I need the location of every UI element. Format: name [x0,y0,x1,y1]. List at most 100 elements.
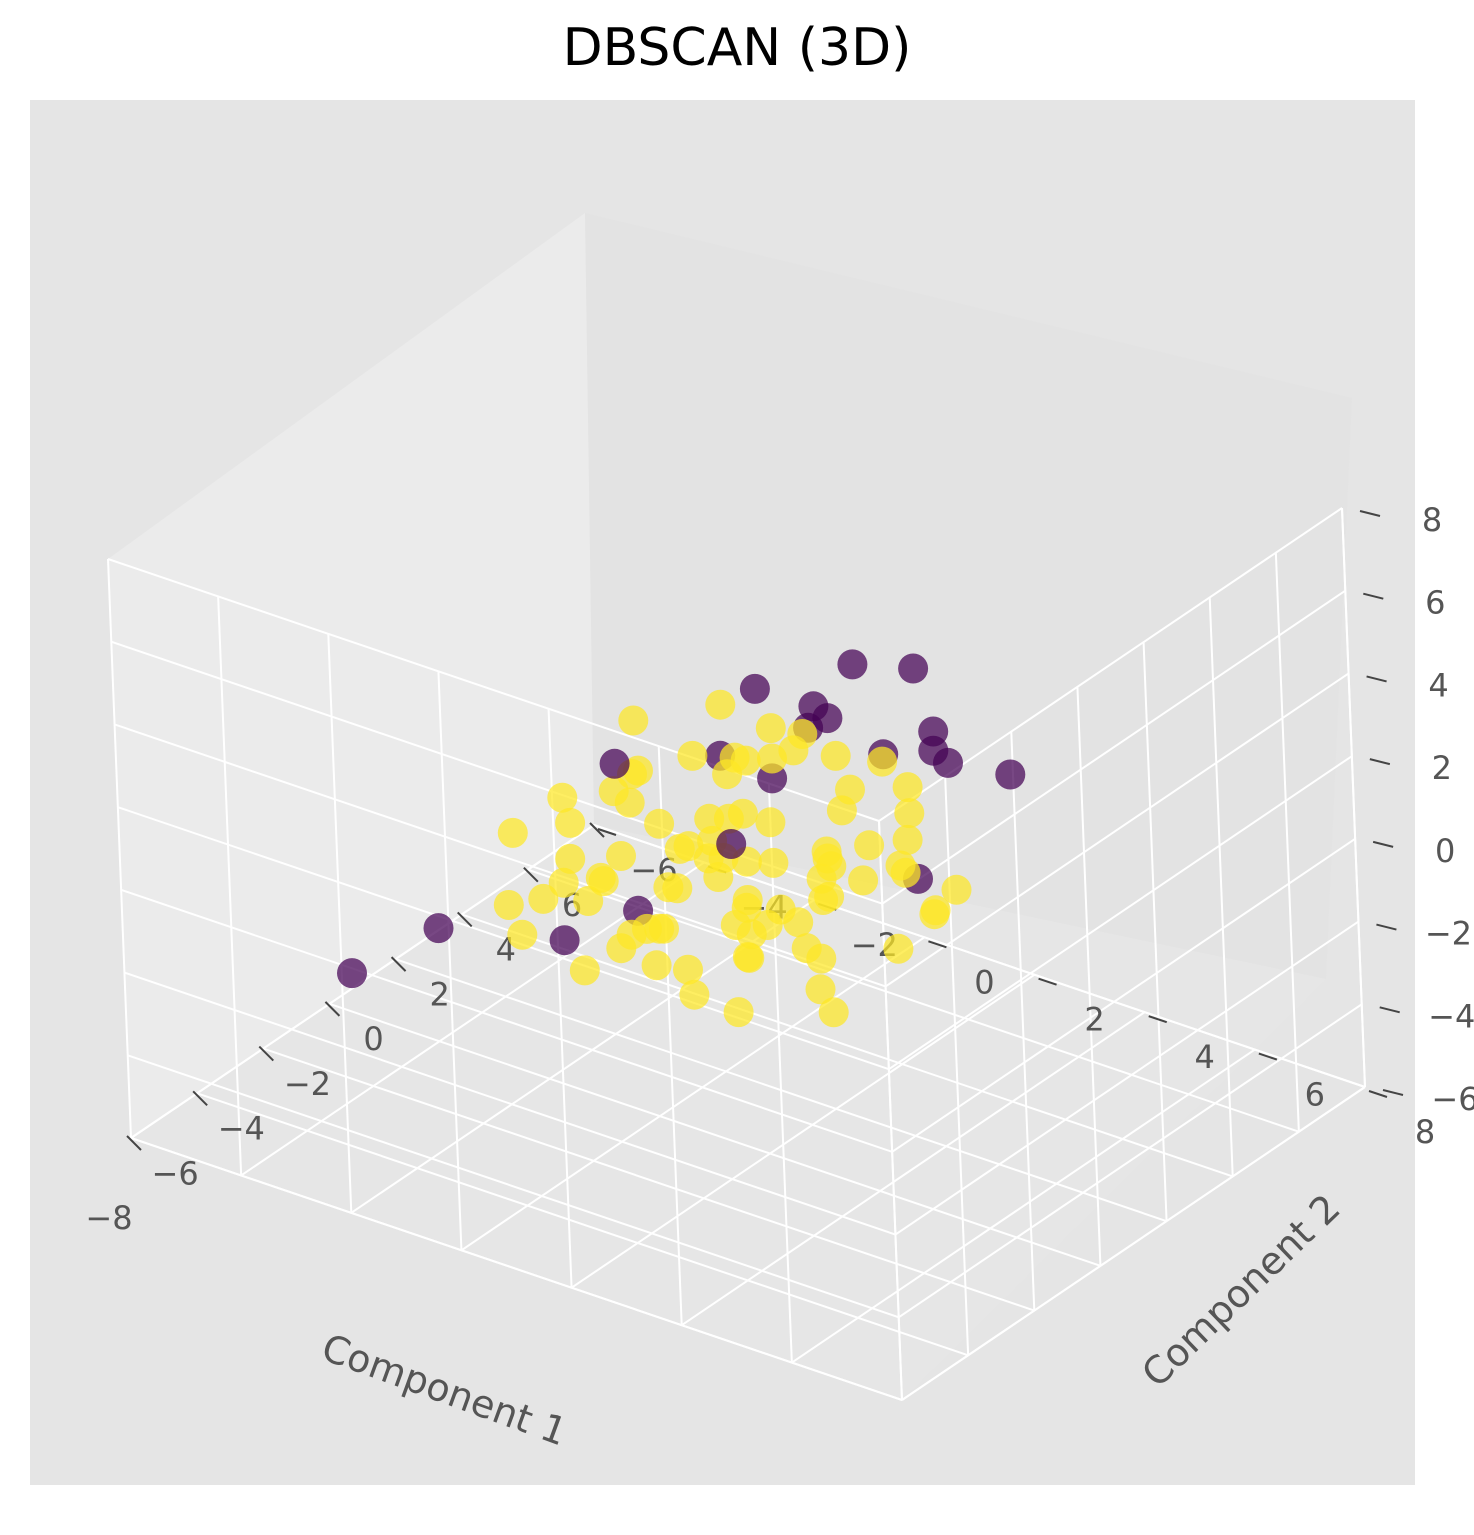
cluster-point [528,883,559,914]
cluster-point [616,919,647,950]
z-tick [1366,675,1387,683]
cluster-point [723,997,754,1028]
grid-line-floor-y [460,936,925,1252]
z-tick [1379,1006,1400,1014]
y-tick [1368,1090,1388,1098]
z-tick [1363,592,1384,600]
grid-line-left-z [127,1054,900,1319]
noise-point [918,716,949,747]
cluster-point [755,713,786,744]
z-tick [1376,923,1397,931]
noise-point [716,829,747,859]
x-tick [126,1135,142,1151]
x-tick [390,956,407,972]
cluster-point [765,894,796,925]
x-tick [523,867,539,883]
cluster-point [555,843,586,874]
cluster-point [497,817,528,848]
cluster-point [814,881,845,912]
cluster-point [679,979,710,1010]
cluster-point [811,836,842,867]
grid-line-back-z [898,1003,1363,1319]
grid-line-back-x [1010,731,1036,1311]
z-tick-label: 0 [1435,832,1455,870]
z-tick-label: 4 [1428,666,1448,704]
grid-line-back-z [885,672,1350,988]
noise-point [739,673,770,704]
cluster-point [867,746,898,777]
y-tick-label: 2 [1084,1001,1104,1039]
grid-line-left-y [878,820,903,1401]
grid-line-floor-y [791,1048,1256,1364]
chart-title: DBSCAN (3D) [562,18,912,78]
floor-pane [131,825,1326,1400]
noise-point [337,958,367,989]
y-tick [1148,1015,1168,1024]
cluster-point [705,689,736,720]
cluster-point [941,874,972,905]
x-tick [192,1090,208,1106]
cluster-point [791,933,822,964]
z-tick [1372,840,1394,848]
x-tick-label: 0 [363,1020,383,1058]
noise-point [837,649,868,680]
noise-point [423,913,454,944]
cluster-point [653,872,684,903]
cluster-point [805,974,836,1005]
y-tick [1258,1052,1278,1061]
z-tick-label: 6 [1425,584,1445,622]
noise-point [549,925,580,956]
x-tick-label: −6 [152,1154,199,1192]
y-tick [928,940,947,949]
cluster-point [548,867,579,898]
y-tick [597,828,617,836]
x-tick [258,1045,274,1062]
cluster-point [555,807,586,838]
cluster-point [894,798,925,829]
x-tick [457,911,473,928]
z-tick-label: −2 [1425,915,1472,953]
cluster-point [649,913,679,944]
cluster-point [835,774,865,805]
cluster-point [507,919,538,950]
z-tick [1369,758,1391,766]
grid-line-back-x [944,776,970,1356]
cluster-point [569,955,600,986]
cluster-point [673,831,704,862]
z-tick-label: 2 [1432,749,1452,787]
cluster-point [547,782,578,813]
grid-line-back-x [1274,552,1300,1132]
grid-line-back-z [891,838,1356,1153]
cluster-point [598,776,629,807]
noise-point [995,759,1026,790]
cluster-point [588,866,619,897]
grid-line-left-z [117,806,890,1071]
grid-line-left-z [124,971,896,1236]
grid-line-floor-x [196,1092,969,1357]
x-tick-label: −8 [85,1199,132,1237]
z-tick [1382,1089,1404,1096]
x-tick-label: 2 [430,975,450,1013]
y-tick-label: 8 [1415,1113,1435,1151]
z-tick [1359,510,1381,517]
y-tick [1038,977,1057,986]
cluster-point [818,997,849,1028]
cluster-point [732,942,763,972]
cluster-point [919,899,950,930]
grid-line-back-z [894,920,1359,1236]
cluster-point [890,857,921,888]
cluster-point [641,950,672,981]
grid-line-left-y [217,596,243,1176]
z-tick-label: 8 [1422,501,1442,539]
cluster-point [854,830,885,861]
grid-line-back-z [901,1086,1366,1401]
cluster-point [892,824,923,855]
cluster-point [848,865,879,896]
cluster-point [758,847,789,878]
x-tick [324,1001,341,1017]
cluster-point [606,841,636,871]
z-tick-label: −4 [1428,997,1474,1035]
grid-line-left-z [130,1137,903,1401]
cluster-point [694,803,725,834]
